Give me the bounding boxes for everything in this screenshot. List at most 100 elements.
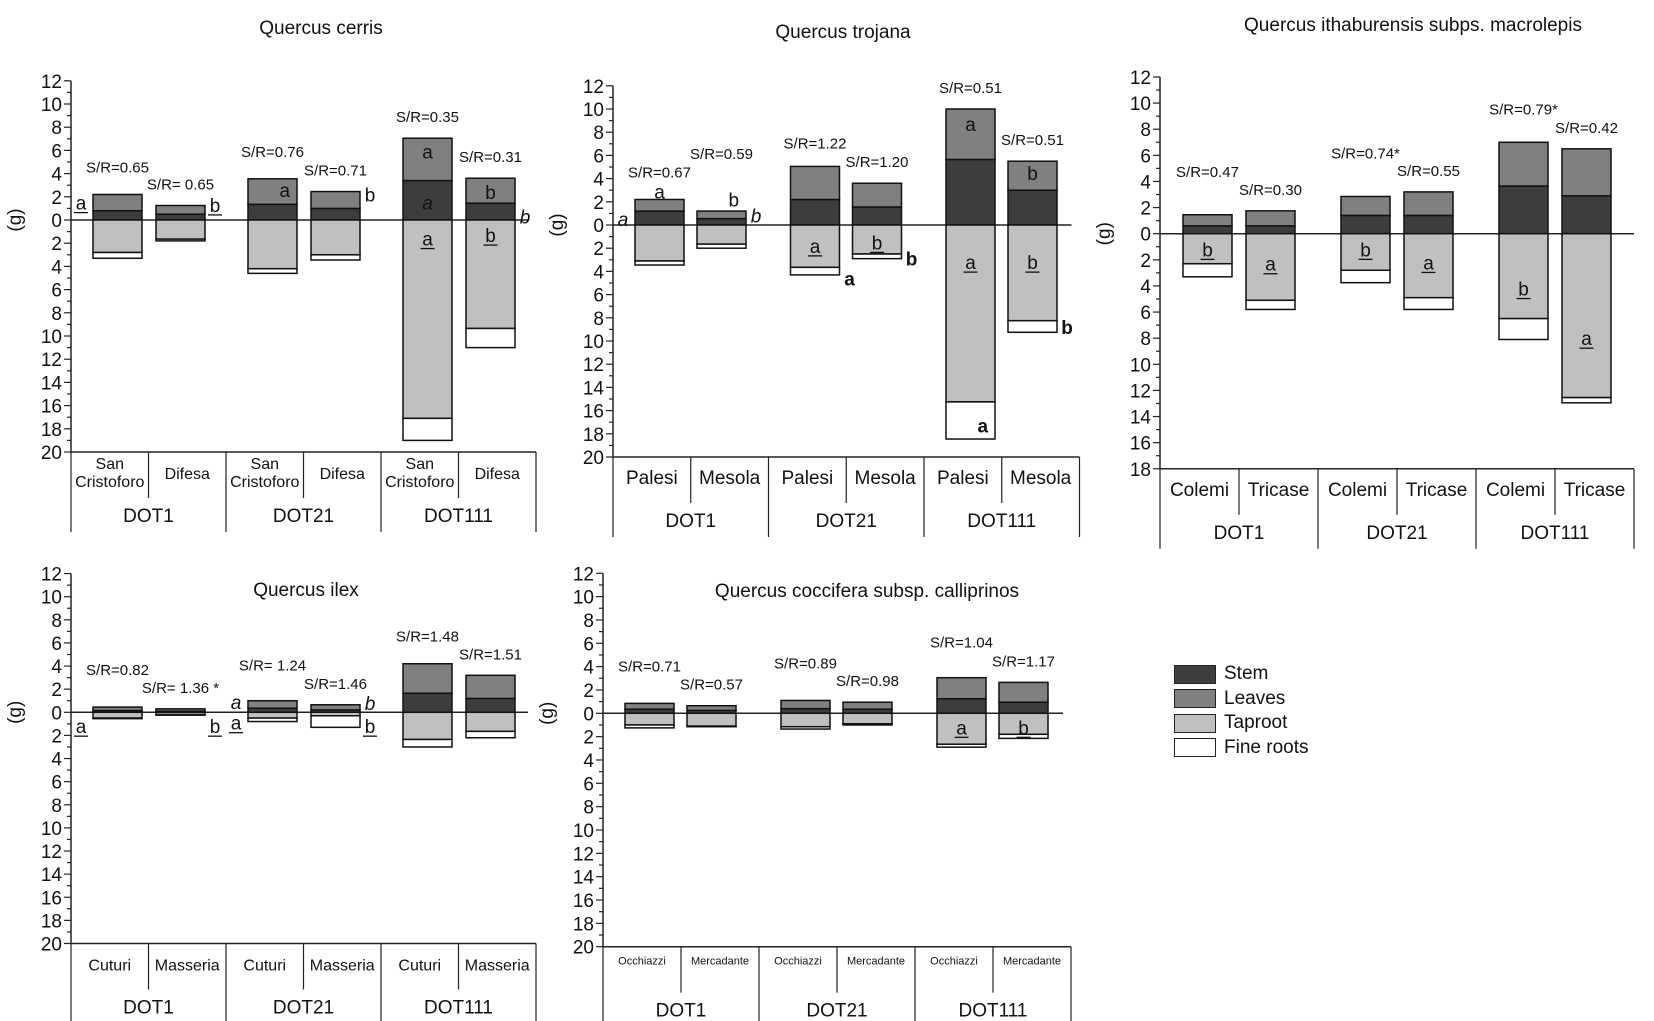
legend-swatch-stem	[1174, 664, 1216, 684]
bar-segment-leaves	[624, 702, 675, 710]
y-tick-label: 12	[573, 564, 594, 585]
x-site-label: Masseria	[155, 958, 220, 975]
bar-segment-fine-roots	[1245, 299, 1296, 311]
significance-letter: b	[485, 183, 496, 204]
bar-segment-stem	[998, 701, 1049, 715]
bar-segment-fine-roots	[402, 417, 453, 442]
bar-segment-leaves	[247, 699, 298, 710]
significance-letter: b	[1360, 240, 1371, 261]
legend-item-taproot: Taproot	[1174, 711, 1308, 736]
bar-segment-leaves	[789, 165, 841, 201]
sr-ratio-label: S/R=0.59	[690, 146, 753, 163]
bar-segment-stem	[1403, 214, 1454, 235]
bar-stack: S/R=1.04 a	[930, 635, 993, 748]
y-tick-label: 16	[41, 397, 62, 418]
x-site-label-line: Cristoforo	[230, 474, 299, 491]
bar-segment-stem	[1498, 185, 1549, 235]
x-group-label: DOT21	[273, 998, 334, 1019]
y-tick-label: 2	[583, 681, 594, 702]
y-tick-label: 10	[583, 332, 604, 353]
x-group-label: DOT111	[967, 511, 1036, 532]
y-tick-label: 10	[573, 821, 594, 842]
significance-letter: b	[365, 185, 376, 206]
bar-segment-fine-roots	[247, 267, 298, 275]
y-tick-label: 2	[51, 188, 62, 209]
sr-ratio-label: S/R=1.04	[930, 635, 993, 652]
legend-swatch-taproot	[1174, 713, 1216, 733]
significance-letter: b	[1027, 253, 1038, 274]
bar-segment-fine-roots	[842, 723, 893, 726]
panel-2: Quercus trojana2018161412108642024681012…	[547, 22, 1081, 537]
x-site-label: Difesa	[475, 466, 520, 483]
bar-segment-taproot	[780, 712, 831, 728]
y-tick-label: 18	[583, 425, 604, 446]
legend-item-leaves: Leaves	[1174, 687, 1308, 712]
significance-letter: b	[1061, 318, 1073, 339]
y-tick-label: 6	[583, 774, 594, 795]
panel-title: Quercus ithaburensis subps. macrolepis	[1244, 15, 1582, 36]
x-group-label: DOT21	[273, 506, 334, 527]
bar-segment-taproot	[1561, 232, 1612, 399]
y-tick-label: 12	[41, 565, 62, 586]
bar-segment-fine-roots	[696, 243, 747, 249]
legend-item-fine-roots: Fine roots	[1174, 736, 1308, 761]
x-site-label: Mercadante	[1003, 956, 1061, 968]
significance-letter: b	[365, 717, 376, 738]
bar-segment-fine-roots	[310, 715, 361, 729]
y-tick-label: 0	[51, 211, 62, 232]
sr-ratio-label: S/R=0.42	[1555, 120, 1618, 137]
sr-ratio-label: S/R=0.89	[774, 655, 837, 672]
x-site-label: Mesola	[699, 468, 761, 489]
significance-letter: b	[1518, 280, 1529, 301]
bar-segment-leaves	[402, 662, 453, 694]
bar-segment-taproot	[92, 219, 143, 254]
bar-segment-taproot	[686, 712, 737, 727]
x-site-label: Masseria	[465, 958, 530, 975]
sr-ratio-label: S/R=0.57	[680, 677, 743, 694]
x-group-label: DOT111	[424, 506, 493, 527]
bar-segment-leaves	[155, 708, 206, 712]
x-site-label-line: San	[406, 456, 434, 473]
bar-segment-leaves	[402, 137, 453, 182]
bar-stack: S/R=0.30 a	[1239, 182, 1302, 311]
x-site-label: San Cristoforo	[230, 456, 299, 491]
bar-segment-leaves	[1340, 195, 1391, 217]
significance-letter: a	[810, 237, 821, 258]
x-site-label: San Cristoforo	[385, 456, 454, 491]
x-group-label: DOT21	[816, 511, 877, 532]
bar-segment-leaves	[1007, 160, 1058, 191]
bar-segment-stem	[634, 210, 685, 226]
y-tick-label: 20	[41, 935, 62, 956]
bar-segment-taproot	[842, 712, 893, 725]
sr-ratio-label: S/R=0.71	[304, 163, 367, 180]
bar-stack: S/R=0.89	[774, 655, 837, 730]
sr-ratio-label: S/R= 0.65	[147, 177, 214, 194]
y-tick-label: 12	[41, 72, 62, 93]
y-axis-label: (g)	[5, 208, 26, 231]
significance-letter: a	[231, 714, 242, 735]
y-tick-label: 6	[51, 141, 62, 162]
bar-segment-fine-roots	[1498, 317, 1549, 341]
sr-ratio-label: S/R=0.67	[628, 164, 691, 181]
y-tick-label: 20	[41, 443, 62, 464]
y-tick-label: 4	[51, 750, 62, 771]
legend-item-stem: Stem	[1174, 662, 1308, 687]
y-tick-label: 20	[573, 938, 594, 959]
bar-segment-fine-roots	[789, 266, 841, 276]
x-site-label-line: San	[96, 456, 124, 473]
bar-segment-fine-roots	[1403, 296, 1454, 311]
bar-segment-fine-roots	[155, 238, 206, 242]
legend-label: Leaves	[1224, 687, 1286, 709]
bar-stack: S/R=1.22 a a	[784, 135, 856, 290]
bar-segment-stem	[155, 213, 206, 221]
sr-ratio-label: S/R=0.51	[939, 80, 1002, 97]
x-group-label: DOT21	[1366, 523, 1427, 544]
significance-letter: a	[1265, 255, 1276, 276]
bar-stack: S/R=0.82 a	[74, 662, 149, 738]
bar-segment-leaves	[92, 706, 143, 712]
sr-ratio-label: S/R=0.65	[86, 159, 149, 176]
y-axis-label: (g)	[537, 702, 558, 725]
significance-letter: b	[906, 250, 918, 271]
x-site-label: Tricase	[1564, 480, 1626, 501]
